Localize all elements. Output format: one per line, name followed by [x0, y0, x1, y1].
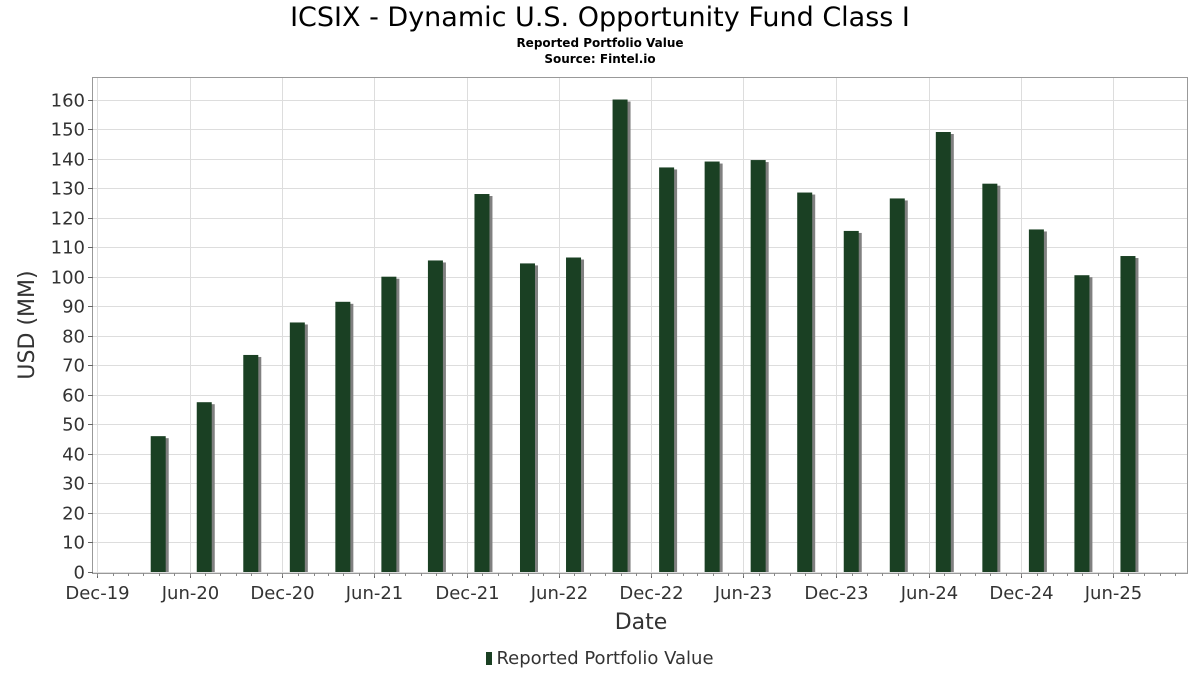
bar: [843, 230, 859, 572]
bar: [889, 198, 905, 572]
bar: [150, 436, 166, 572]
x-tick-label: Dec-23: [804, 583, 868, 604]
y-tick-label: 100: [51, 268, 85, 289]
y-tick-label: 30: [62, 474, 85, 495]
chart-title: ICSIX - Dynamic U.S. Opportunity Fund Cl…: [290, 2, 910, 33]
bar: [982, 183, 998, 573]
gridlines: [93, 78, 1187, 573]
bar: [1074, 275, 1090, 572]
bar: [612, 99, 628, 573]
x-tick-label: Jun-24: [900, 583, 959, 604]
bar: [243, 354, 259, 572]
bar: [519, 263, 535, 572]
y-tick-label: 80: [62, 327, 85, 348]
bar: [196, 402, 212, 572]
bar: [750, 160, 766, 572]
legend-swatch: [486, 652, 493, 665]
bar: [474, 194, 490, 573]
y-tick-label: 120: [51, 209, 85, 230]
x-tick-label: Dec-21: [435, 583, 499, 604]
bar: [566, 257, 582, 572]
x-tick-label: Dec-19: [65, 583, 129, 604]
plot-area: [92, 77, 1188, 574]
bar: [935, 132, 951, 573]
y-tick-label: 160: [51, 91, 85, 112]
axes: 0 10 20 30 40 50 60 70 80 90 100 110 120 130 140 150 160…: [51, 91, 1176, 604]
legend: Reported Portfolio Value: [0, 647, 1200, 671]
bar: [1120, 256, 1136, 572]
x-tick-label: Jun-23: [714, 583, 773, 604]
x-tick-label: Jun-25: [1084, 583, 1143, 604]
y-tick-label: 90: [62, 297, 85, 318]
y-tick-label: 40: [62, 445, 85, 466]
bar: [381, 276, 397, 572]
y-tick-label: 50: [62, 415, 85, 436]
y-tick-label: 110: [51, 238, 85, 259]
y-tick-label: 140: [51, 150, 85, 171]
x-tick-label: Dec-24: [989, 583, 1053, 604]
y-tick-label: 10: [62, 533, 85, 554]
bar: [335, 301, 351, 572]
y-tick-label: 70: [62, 356, 85, 377]
y-axis-label: USD (MM): [15, 270, 40, 379]
x-tick-label: Dec-20: [250, 583, 314, 604]
bar: [797, 192, 813, 573]
bar: [289, 322, 305, 572]
bars: [150, 99, 1139, 573]
x-axis-label: Date: [615, 610, 668, 635]
chart-subtitle: Reported Portfolio Value: [516, 36, 684, 50]
x-tick-label: Jun-21: [345, 583, 404, 604]
bar: [427, 260, 443, 572]
y-tick-label: 130: [51, 179, 85, 200]
legend-label: Reported Portfolio Value: [496, 648, 714, 669]
bar: [704, 161, 720, 572]
x-tick-label: Dec-22: [619, 583, 683, 604]
chart-source: Source: Fintel.io: [544, 52, 656, 66]
x-tick-label: Jun-20: [161, 583, 220, 604]
bar: [1028, 229, 1044, 572]
y-tick-label: 150: [51, 120, 85, 141]
x-tick-label: Jun-22: [530, 583, 589, 604]
y-tick-label: 20: [62, 504, 85, 525]
y-tick-label: 0: [74, 563, 85, 584]
bar: [659, 167, 675, 572]
y-tick-label: 60: [62, 386, 85, 407]
